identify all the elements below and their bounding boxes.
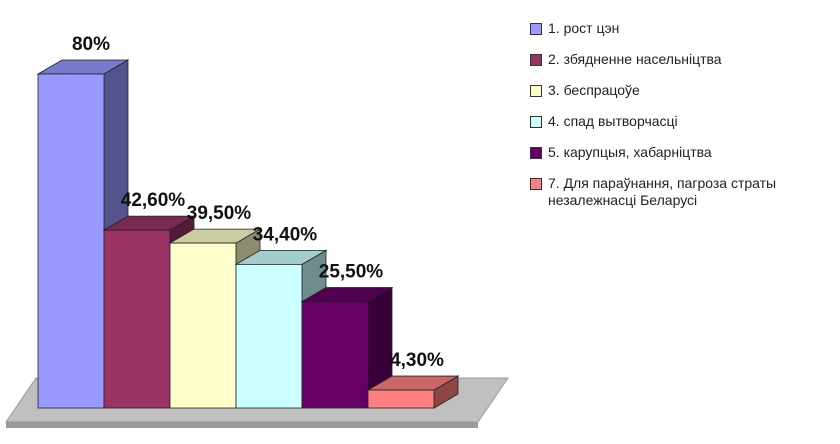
bar-front bbox=[235, 263, 303, 409]
legend-item: 5. карупцыя, хабарніцтва bbox=[530, 144, 835, 161]
bar-front bbox=[37, 73, 105, 409]
legend-swatch bbox=[530, 54, 542, 66]
floor-edge bbox=[6, 422, 478, 428]
bar bbox=[366, 375, 460, 409]
legend-label: 1. рост цэн bbox=[548, 20, 620, 36]
value-label: 42,60% bbox=[121, 190, 186, 211]
value-labels: 80% 42,60%39,50%34,40%25,50% 4,30% bbox=[72, 34, 444, 371]
legend: 1. рост цэн 2. збядненне насельніцтва 3.… bbox=[530, 20, 835, 223]
bar bbox=[300, 286, 394, 409]
bar-front bbox=[103, 229, 171, 409]
legend-label: 5. карупцыя, хабарніцтва bbox=[548, 144, 712, 160]
value-label: 4,30% bbox=[390, 350, 444, 371]
legend-swatch bbox=[530, 178, 542, 190]
value-label: 39,50% bbox=[187, 203, 252, 224]
value-label: 34,40% bbox=[253, 224, 318, 245]
legend-swatch bbox=[530, 85, 542, 97]
value-label: 80% bbox=[72, 34, 110, 55]
legend-item: 1. рост цэн bbox=[530, 20, 835, 37]
bar-front bbox=[367, 389, 435, 409]
legend-item: 4. спад вытворчасці bbox=[530, 113, 835, 130]
bar-chart: 80% 42,60%39,50%34,40%25,50% 4,30% bbox=[5, 34, 509, 428]
legend-swatch bbox=[530, 147, 542, 159]
legend-label: 3. беспрацоўе bbox=[548, 82, 640, 98]
legend-label: 2. збядненне насельніцтва bbox=[548, 51, 722, 67]
bar-front bbox=[301, 301, 369, 409]
bar-front bbox=[169, 242, 237, 409]
value-label: 25,50% bbox=[319, 262, 384, 283]
legend-swatch bbox=[530, 23, 542, 35]
legend-label: 4. спад вытворчасці bbox=[548, 113, 678, 129]
legend-item: 3. беспрацоўе bbox=[530, 82, 835, 99]
legend-swatch bbox=[530, 116, 542, 128]
legend-item: 7. Для параўнання, пагроза страты незале… bbox=[530, 175, 835, 209]
legend-label: 7. Для параўнання, пагроза страты незале… bbox=[548, 175, 777, 208]
bars bbox=[36, 59, 460, 409]
legend-item: 2. збядненне насельніцтва bbox=[530, 51, 835, 68]
